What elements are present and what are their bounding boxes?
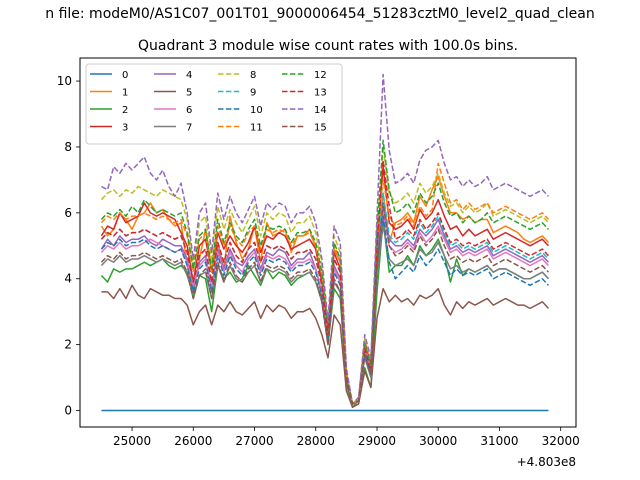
x-tick-label: 25000 [113,434,151,448]
legend-label-9: 9 [250,88,256,99]
x-tick-label: 30000 [419,434,457,448]
chart-title: Quadrant 3 module wise count rates with … [138,38,518,54]
legend-label-5: 5 [186,88,192,99]
axes-frame [79,57,577,428]
series-line-13 [100,159,549,405]
x-tick-label: 32000 [542,434,580,448]
y-tick-label: 10 [57,74,72,88]
legend-label-14: 14 [314,105,327,116]
series-layer [100,73,549,412]
series-line-11 [100,162,549,405]
legend-label-10: 10 [250,105,263,116]
x-tick-label: 31000 [480,434,518,448]
y-tick-label: 4 [64,272,72,286]
legend-label-4: 4 [186,70,192,81]
x-tick-label: 27000 [235,434,273,448]
legend-label-3: 3 [122,123,128,134]
x-tick-label: 29000 [358,434,396,448]
series-line-15 [100,202,549,405]
legend-box [85,63,343,145]
legend-label-1: 1 [122,88,128,99]
x-tick-label: 26000 [174,434,212,448]
y-axis: 0 2 4 6 8 10 [57,74,80,418]
legend-label-8: 8 [250,70,256,81]
legend-label-0: 0 [122,70,128,81]
y-tick-label: 8 [64,140,72,154]
legend-label-11: 11 [250,123,263,134]
series-line-14 [101,73,549,405]
series-line-5 [101,284,549,408]
legend-label-15: 15 [314,123,327,134]
y-tick-label: 2 [64,338,72,352]
legend-label-6: 6 [186,105,192,116]
series-line-12 [100,139,549,405]
x-axis-offset-label: +4.803e8 [517,455,576,469]
figure-suptitle: n file: modeM0/AS1C07_001T01_9000006454_… [45,6,594,22]
legend-label-12: 12 [314,70,327,81]
y-tick-label: 0 [64,404,72,418]
legend-label-13: 13 [314,88,327,99]
plot-area: 25000 26000 27000 28000 29000 30000 31000 32000… [57,57,580,469]
y-tick-label: 6 [64,206,72,220]
legend-label-2: 2 [122,105,128,116]
series-line-3 [100,165,549,405]
legend-label-7: 7 [186,123,192,134]
x-tick-label: 28000 [297,434,335,448]
x-axis: 25000 26000 27000 28000 29000 30000 31000 32000 [113,427,580,448]
series-line-8 [100,146,549,405]
